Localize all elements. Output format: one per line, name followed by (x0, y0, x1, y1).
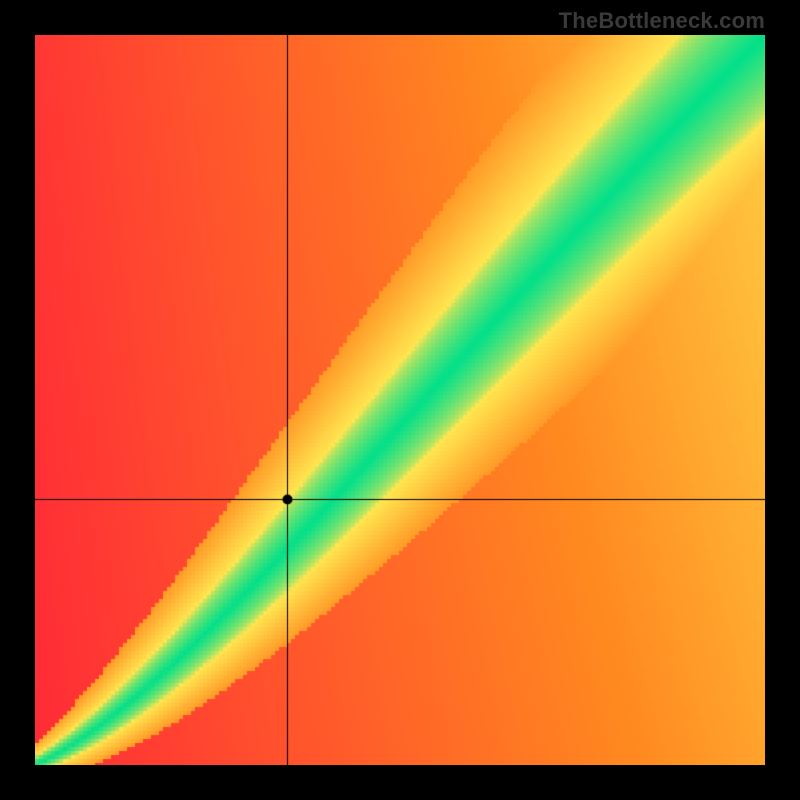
heatmap-plot (35, 35, 765, 765)
watermark-text: TheBottleneck.com (559, 8, 765, 34)
chart-frame: { "watermark": { "text": "TheBottleneck.… (0, 0, 800, 800)
heatmap-canvas (35, 35, 765, 765)
